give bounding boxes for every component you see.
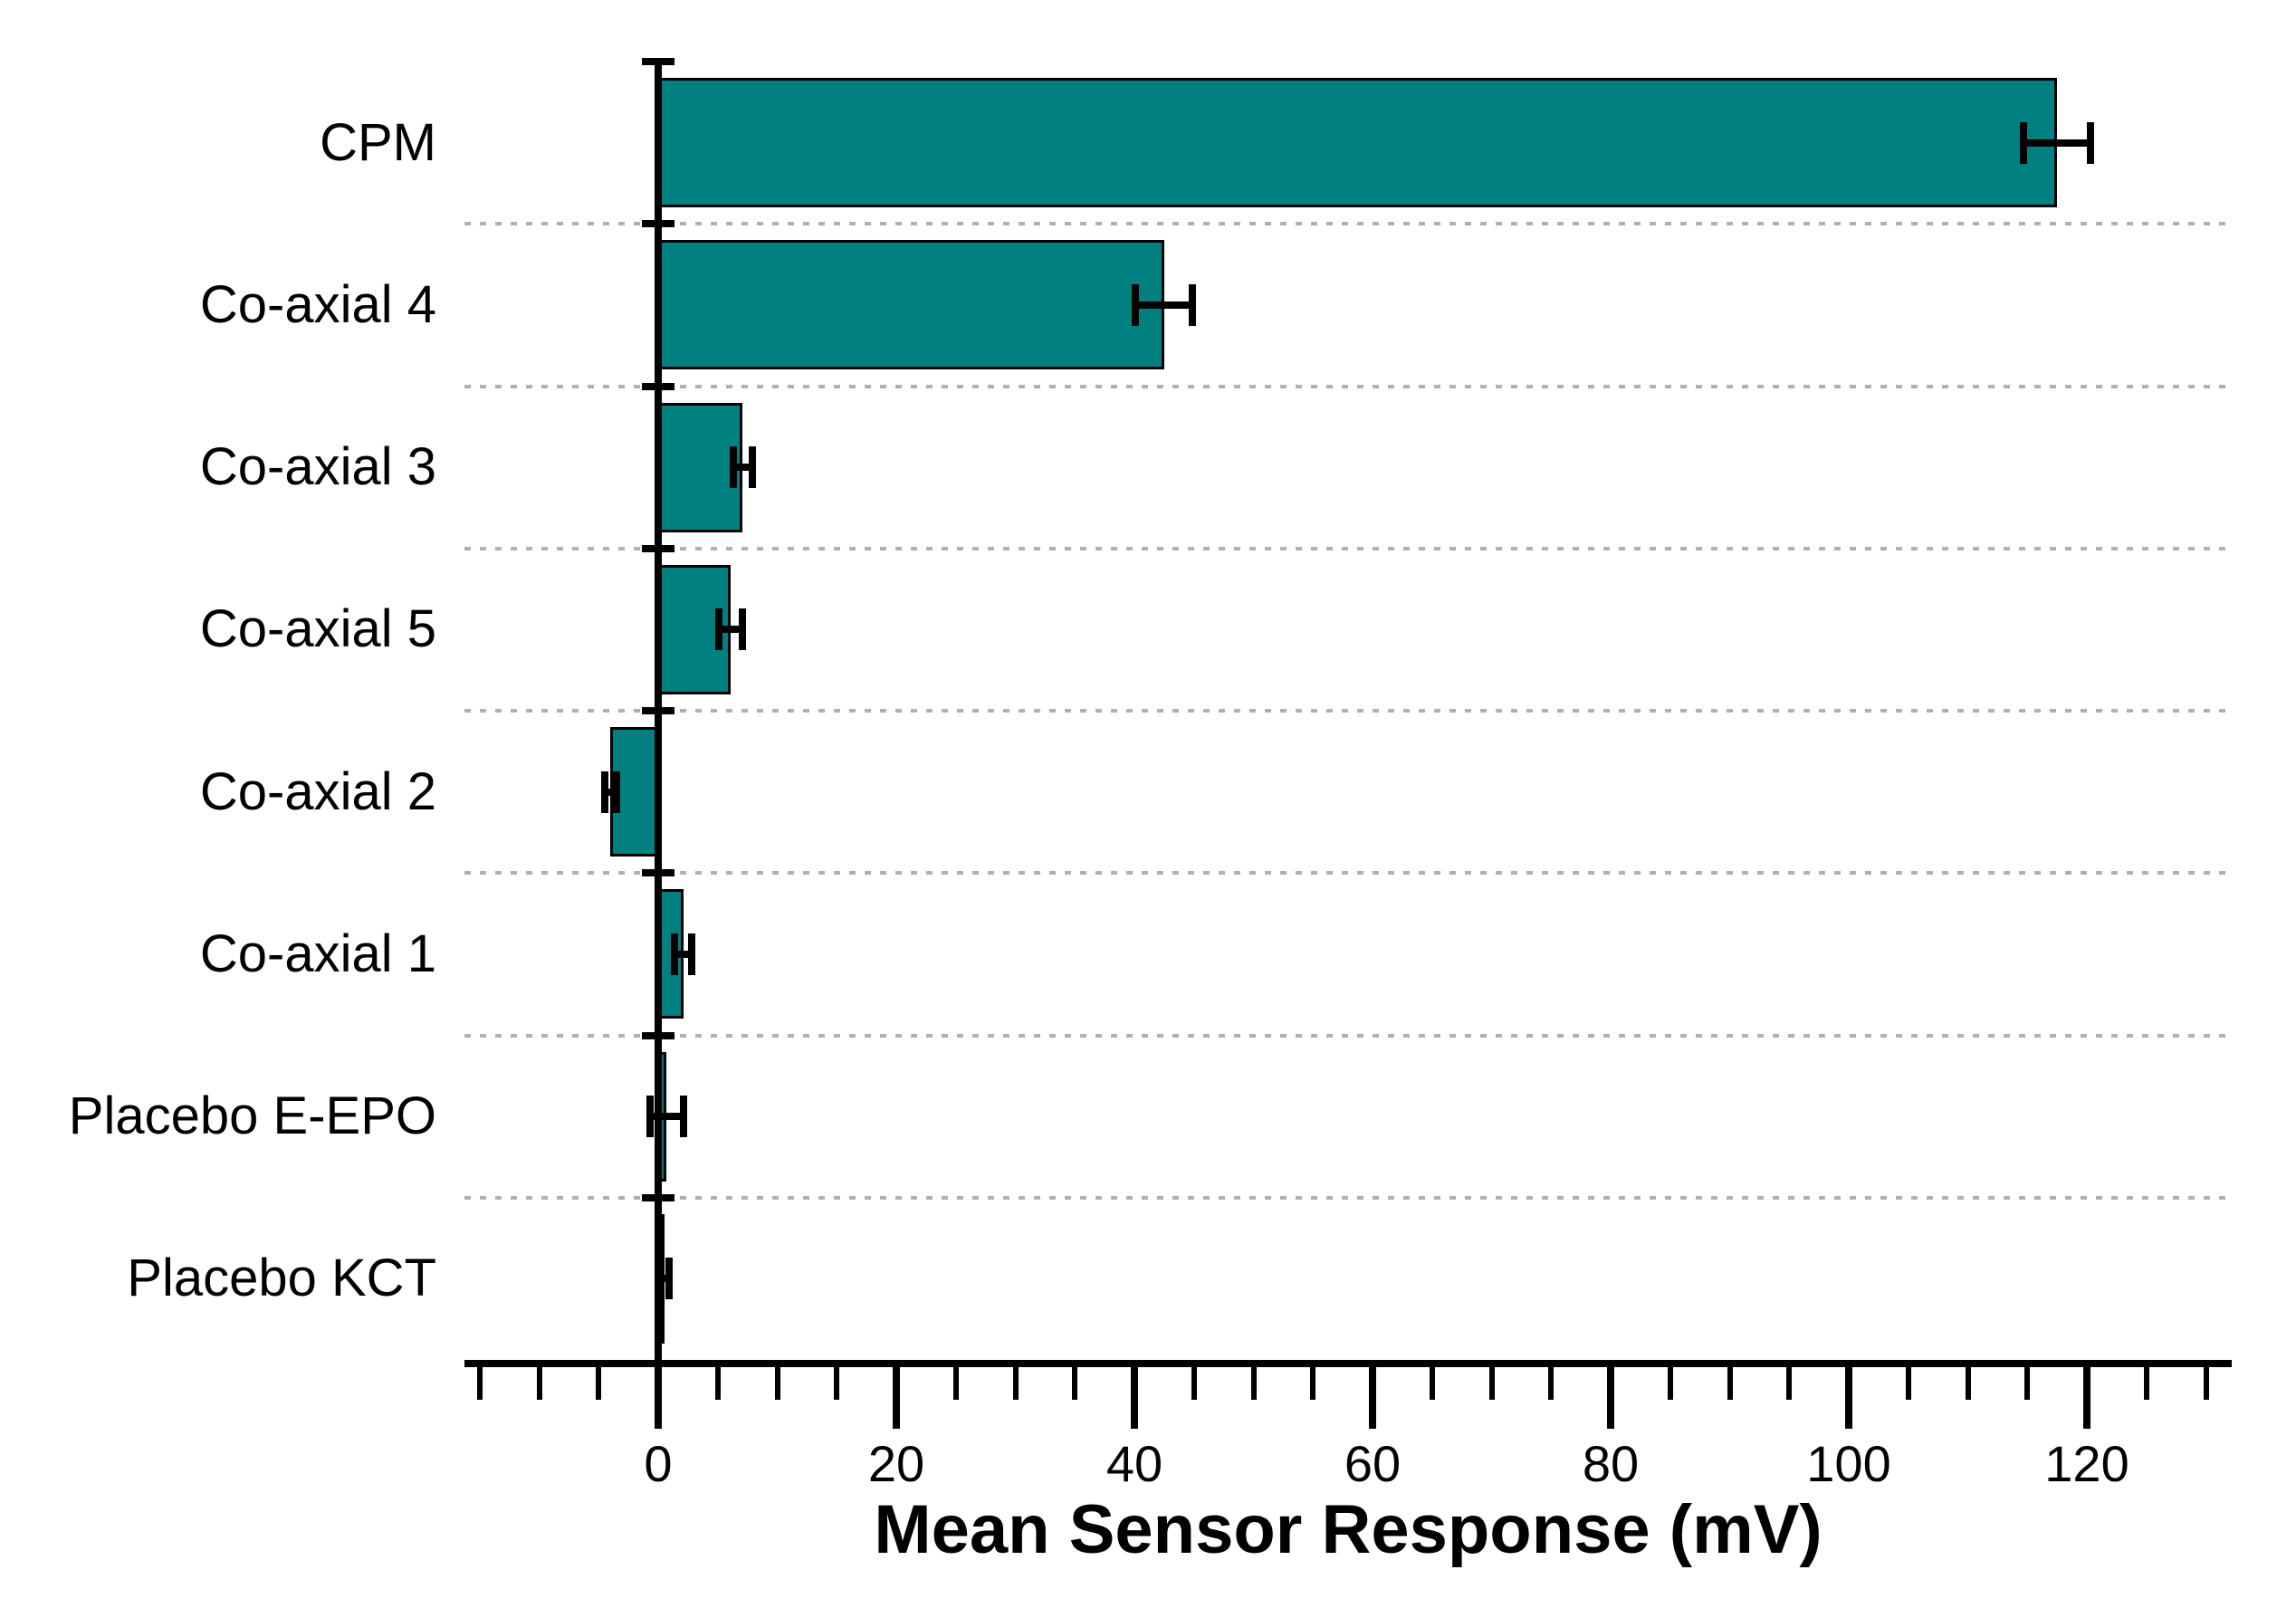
x-major-tick	[1131, 1367, 1138, 1429]
x-tick-label: 60	[1344, 1435, 1402, 1492]
x-major-tick	[893, 1367, 900, 1429]
error-bar-cap	[671, 933, 679, 975]
error-bar-line	[719, 626, 743, 634]
error-bar-cap	[729, 446, 737, 489]
error-bar-line	[659, 1275, 669, 1283]
x-minor-tick	[952, 1367, 959, 1400]
x-minor-tick	[834, 1367, 840, 1400]
x-minor-tick	[1072, 1367, 1078, 1400]
x-major-tick	[2083, 1367, 2090, 1429]
x-minor-tick	[2203, 1367, 2209, 1400]
x-minor-tick	[714, 1367, 721, 1400]
zero-line-tick	[642, 707, 674, 714]
x-minor-tick	[476, 1367, 483, 1400]
category-label: Placebo E-EPO	[68, 1086, 436, 1146]
error-bar-cap	[715, 608, 723, 651]
x-major-tick	[1607, 1367, 1614, 1429]
x-minor-tick	[1429, 1367, 1435, 1400]
zero-line-tick	[642, 220, 674, 228]
error-bar-cap	[739, 608, 747, 651]
x-minor-tick	[596, 1367, 602, 1400]
category-label: Co-axial 1	[199, 924, 436, 983]
x-minor-tick	[774, 1367, 780, 1400]
x-minor-tick	[1548, 1367, 1555, 1400]
x-minor-tick	[1191, 1367, 1197, 1400]
error-bar-line	[649, 1113, 684, 1121]
gridline	[464, 1195, 2232, 1200]
bar-co-axial-4	[658, 240, 1164, 370]
x-tick-label: 120	[2044, 1435, 2129, 1492]
category-label: Co-axial 2	[199, 761, 436, 821]
x-axis-line	[464, 1360, 2232, 1367]
x-minor-tick	[1250, 1367, 1257, 1400]
error-bar-cap	[1132, 283, 1140, 326]
gridline	[464, 1033, 2232, 1038]
zero-line-tick	[642, 382, 674, 390]
error-bar-cap	[2086, 121, 2094, 164]
x-tick-label: 100	[1806, 1435, 1891, 1492]
x-minor-tick	[1667, 1367, 1673, 1400]
category-label: Co-axial 4	[199, 274, 436, 334]
error-bar-cap	[600, 770, 608, 813]
error-bar-line	[1135, 301, 1193, 309]
x-major-tick	[1369, 1367, 1376, 1429]
error-bar-cap	[687, 933, 695, 975]
error-bar-line	[674, 950, 692, 958]
x-minor-tick	[2024, 1367, 2031, 1400]
x-major-tick	[1845, 1367, 1852, 1429]
bar-cpm	[658, 78, 2058, 208]
error-bar-cap	[612, 770, 620, 813]
zero-line-tick	[642, 544, 674, 552]
gridline	[464, 871, 2232, 876]
error-bar-cap	[1189, 283, 1197, 326]
zero-line-tick	[642, 58, 674, 65]
x-major-tick	[655, 1367, 662, 1429]
error-bar-cap	[748, 446, 756, 489]
x-tick-label: 40	[1105, 1435, 1163, 1492]
x-minor-tick	[1012, 1367, 1019, 1400]
error-bar-cap	[679, 1096, 687, 1138]
category-label: Placebo KCT	[127, 1249, 436, 1308]
gridline	[464, 709, 2232, 713]
gridline	[464, 546, 2232, 550]
error-bar-line	[2023, 139, 2090, 147]
category-label: Co-axial 3	[199, 437, 436, 497]
category-label: Co-axial 5	[199, 599, 436, 659]
zero-line-tick	[642, 1031, 674, 1039]
category-label: CPM	[320, 112, 436, 172]
x-tick-label: 20	[867, 1435, 925, 1492]
x-minor-tick	[1727, 1367, 1733, 1400]
zero-line-tick	[642, 1193, 674, 1201]
error-bar-line	[732, 464, 752, 472]
x-minor-tick	[1488, 1367, 1495, 1400]
x-minor-tick	[2143, 1367, 2149, 1400]
x-minor-tick	[1786, 1367, 1793, 1400]
x-tick-label: 0	[644, 1435, 673, 1492]
x-axis-title: Mean Sensor Response (mV)	[874, 1491, 1822, 1568]
error-bar-line	[604, 788, 617, 796]
zero-line-tick	[642, 869, 674, 877]
error-bar-cap	[665, 1258, 673, 1300]
x-minor-tick	[1965, 1367, 1971, 1400]
gridline	[464, 222, 2232, 226]
x-minor-tick	[1310, 1367, 1316, 1400]
x-minor-tick	[536, 1367, 542, 1400]
x-minor-tick	[1905, 1367, 1911, 1400]
gridline	[464, 384, 2232, 388]
error-bar-cap	[2020, 121, 2028, 164]
x-tick-label: 80	[1582, 1435, 1640, 1492]
error-bar-cap	[646, 1096, 654, 1138]
